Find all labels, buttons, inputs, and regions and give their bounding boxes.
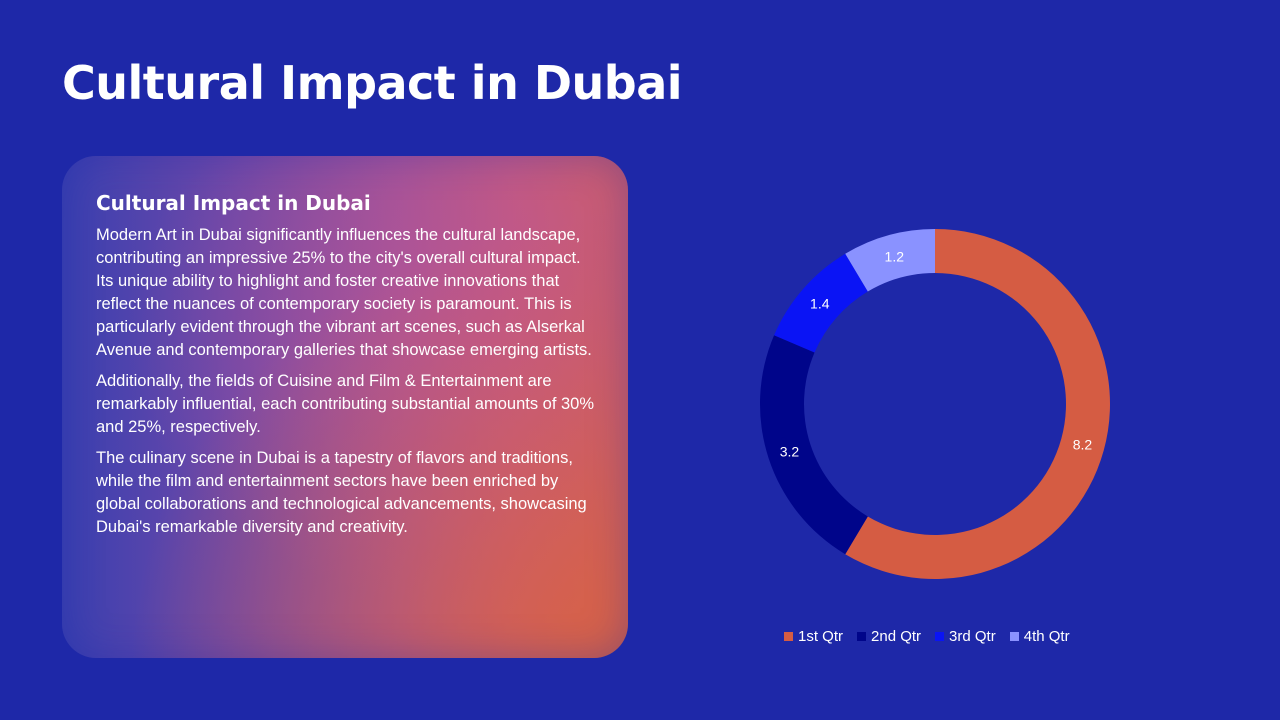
- text-card: Cultural Impact in Dubai Modern Art in D…: [62, 156, 628, 658]
- card-paragraph-2: Additionally, the fields of Cuisine and …: [96, 372, 595, 436]
- legend-swatch-3: [935, 631, 945, 641]
- legend-item-2: 2nd Qtr: [857, 628, 921, 645]
- legend-swatch-4: [1009, 631, 1019, 641]
- data-label-4: 1.2: [885, 249, 905, 265]
- chart-legend: 1st Qtr 2nd Qtr 3rd Qtr 4th Qtr: [784, 624, 1070, 648]
- legend-label-3: 3rd Qtr: [949, 627, 996, 645]
- legend-item-3: 3rd Qtr: [935, 628, 996, 645]
- legend-label-1: 1st Qtr: [798, 627, 844, 645]
- doughnut-chart: 8.2 3.2 1.4 1.2: [760, 229, 1110, 579]
- card-heading: Cultural Impact in Dubai: [96, 191, 371, 215]
- card-paragraph-1: Modern Art in Dubai significantly influe…: [96, 226, 592, 359]
- donut-slice-2: [760, 335, 868, 555]
- legend-item-4: 4th Qtr: [1009, 627, 1070, 645]
- donut-slice-1: [845, 229, 1110, 579]
- legend-swatch-1: [784, 631, 793, 641]
- donut-slice-4: [845, 229, 935, 292]
- card-body: Modern Art in Dubai significantly influe…: [96, 224, 596, 547]
- data-label-1: 8.2: [1073, 437, 1093, 453]
- donut-slice-3: [774, 253, 868, 353]
- slide-title: Cultural Impact in Dubai: [62, 56, 683, 110]
- data-label-2: 3.2: [780, 443, 800, 459]
- card-paragraph-3: The culinary scene in Dubai is a tapestr…: [96, 449, 587, 536]
- legend-swatch-2: [857, 631, 867, 641]
- legend-label-4: 4th Qtr: [1023, 627, 1070, 645]
- data-label-3: 1.4: [810, 295, 830, 311]
- legend-item-1: 1st Qtr: [784, 628, 843, 645]
- legend-label-2: 2nd Qtr: [871, 627, 922, 645]
